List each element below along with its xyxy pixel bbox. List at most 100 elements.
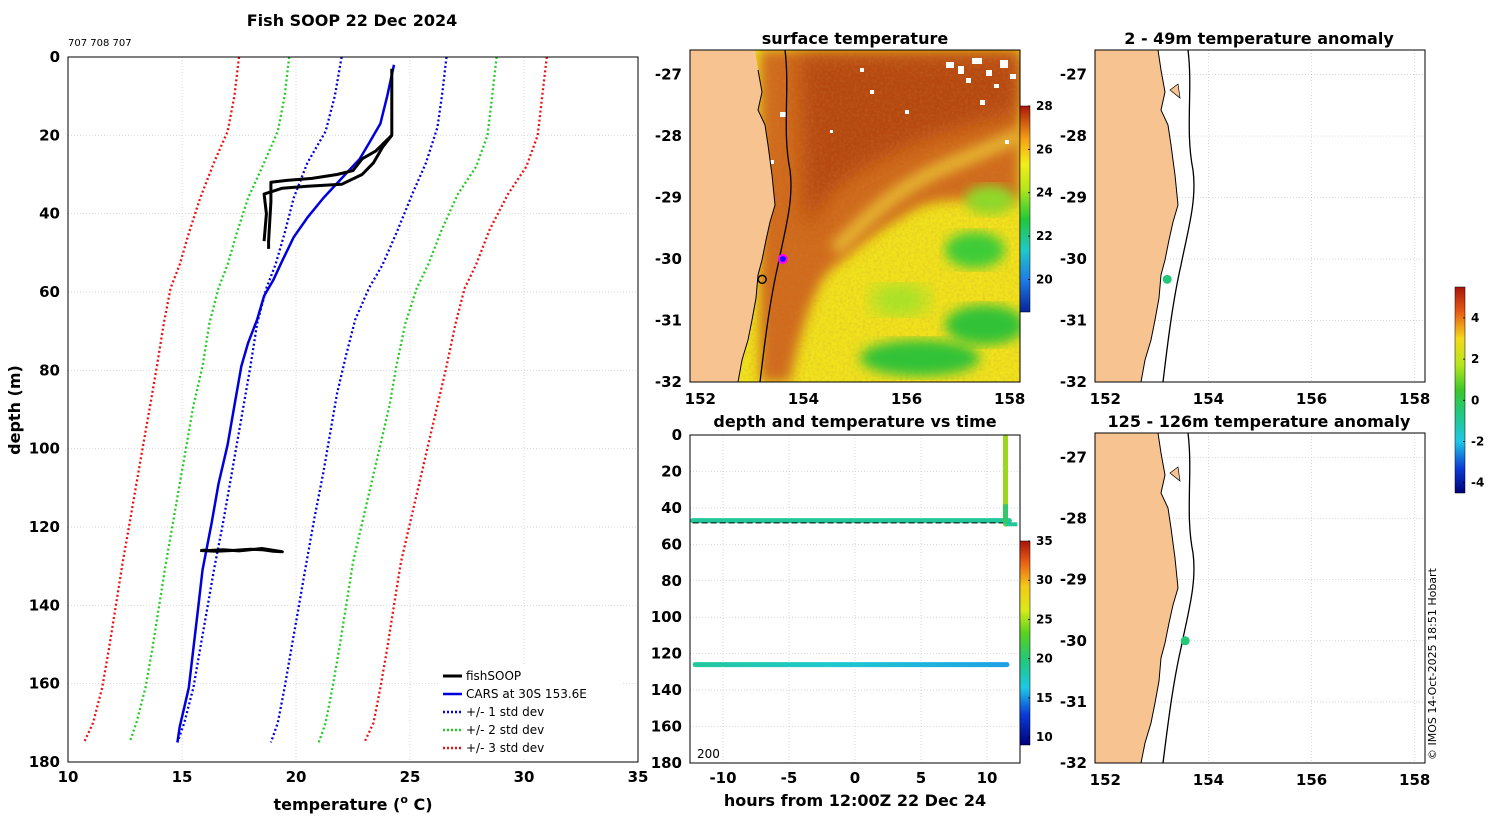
sst-marker-deployment	[777, 254, 788, 265]
profile-ytick: 180	[29, 753, 60, 771]
profile-xtick: 25	[400, 768, 421, 786]
anomaly-colorbar	[1454, 286, 1466, 494]
sst-cbticks-label: 24	[1036, 186, 1053, 200]
profile-chart: 10 15 20 25 30 35 0 20 40 60 80 100 120 140 160 180 te…	[5, 48, 648, 814]
dt-series-deep	[692, 662, 1010, 668]
dt-cbticks-label: 25	[1036, 612, 1053, 626]
sst-cbticks-label: 22	[1036, 229, 1053, 243]
dt-title: depth and temperature vs time	[713, 412, 996, 431]
dt-ytick: 160	[651, 718, 682, 736]
anom-cbticks-label: 2	[1471, 352, 1479, 366]
profile-series-1	[269, 56, 448, 743]
an1-ticks-xtick: 154	[1193, 390, 1224, 408]
dt-ytick: 140	[651, 681, 682, 699]
an2-title: 125 - 126m temperature anomaly	[1108, 412, 1411, 431]
profile-series-9	[200, 547, 284, 554]
profile-ytick: 100	[29, 440, 60, 458]
an2-ticks-xtick: 158	[1399, 771, 1430, 789]
an1-title: 2 - 49m temperature anomaly	[1124, 29, 1394, 48]
profile-legend: fishSOOP CARS at 30S 153.6E +/- 1 std de…	[438, 665, 623, 757]
an2-ticks-xtick: 154	[1193, 771, 1224, 789]
sst-ticks-ytick: -30	[655, 250, 682, 268]
dt-ytick: 20	[661, 462, 682, 480]
legend-label-std2: +/- 2 std dev	[466, 723, 544, 737]
sst-ticks-ytick: -31	[655, 312, 682, 330]
dt-xlabel: hours from 12:00Z 22 Dec 24	[724, 791, 986, 810]
dt-xtick: -10	[709, 769, 736, 787]
anomaly-map-deep: 125 - 126m temperature anomaly 152 154 156…	[1060, 412, 1430, 789]
dt-ytick: 120	[651, 645, 682, 663]
sst-colorbar	[1019, 105, 1031, 313]
an1-ticks-xtick: 156	[1296, 390, 1327, 408]
sst-ticks-xtick: 154	[788, 390, 819, 408]
anom-cbticks-label: -4	[1471, 476, 1484, 490]
an2-contour	[1162, 433, 1195, 763]
an1-ticks-ytick: -30	[1060, 250, 1087, 268]
profile-frame	[67, 56, 639, 763]
sst-cbticks-label: 26	[1036, 142, 1053, 156]
depth-time-chart: depth and temperature vs time -10 -5 0 5 100…	[651, 412, 1053, 810]
sst-contour	[759, 50, 792, 382]
profile-xtick: 20	[286, 768, 307, 786]
an1-ticks-ytick: -32	[1060, 373, 1087, 391]
profile-series-6	[82, 56, 241, 743]
sst-land	[690, 50, 775, 382]
dt-cbticks-label: 20	[1036, 652, 1053, 666]
sst-cbticks-label: 20	[1036, 272, 1053, 286]
an2-ticks-ytick: -30	[1060, 632, 1087, 650]
drop-ids: 707 708 707	[68, 38, 132, 49]
sst-field	[690, 50, 1020, 382]
profile-ytick: 80	[39, 361, 60, 379]
legend-label-std3: +/- 3 std dev	[466, 741, 544, 755]
sst-ticks-ytick: -28	[655, 127, 682, 145]
an1-ticks-ytick: -28	[1060, 127, 1087, 145]
sst-marker-port	[757, 274, 767, 285]
an1-ticks-ytick: -31	[1060, 312, 1087, 330]
dt-xtick: 10	[977, 769, 998, 787]
profile-series-2	[176, 56, 343, 743]
an1-contour	[1162, 50, 1195, 382]
dt-ytick: 0	[672, 426, 682, 444]
dt-ytick: 100	[651, 608, 682, 626]
an1-ticks-ytick: -27	[1060, 66, 1087, 84]
dt-cbticks-label: 30	[1036, 573, 1053, 587]
sst-ticks-ytick: -29	[655, 189, 682, 207]
dt-ytick: 80	[661, 572, 682, 590]
an1-ticks-xtick: 158	[1399, 390, 1430, 408]
an2-ticks-xtick: 156	[1296, 771, 1327, 789]
legend-label-fishsoop: fishSOOP	[466, 669, 521, 683]
sst-ticks-ytick: -27	[655, 66, 682, 84]
an1-point	[1162, 274, 1172, 284]
dt-xtick: -5	[781, 769, 798, 787]
legend-label-std1: +/- 1 std dev	[466, 705, 544, 719]
an2-ticks-ytick: -27	[1060, 448, 1087, 466]
profile-ytick: 140	[29, 596, 60, 614]
profile-series-8	[262, 134, 393, 242]
dt-cbticks-label: 10	[1036, 730, 1053, 744]
an2-ticks-ytick: -32	[1060, 754, 1087, 772]
an1-ticks-ytick: -29	[1060, 189, 1087, 207]
legend-label-cars: CARS at 30S 153.6E	[466, 687, 587, 701]
cloud-gaps	[770, 58, 1016, 164]
profile-ytick: 20	[39, 126, 60, 144]
an1-land	[1095, 50, 1179, 382]
profile-series-3	[317, 56, 498, 743]
dt-colorbar	[1019, 540, 1031, 746]
an2-ticks-ytick: -28	[1060, 510, 1087, 528]
profile-xtick: 15	[172, 768, 193, 786]
profile-ytick: 0	[50, 48, 60, 66]
sst-ticks-xtick: 156	[891, 390, 922, 408]
profile-ytick: 120	[29, 518, 60, 536]
an2-point	[1180, 636, 1190, 646]
profile-ytick: 60	[39, 283, 60, 301]
profile-xtick: 35	[628, 768, 649, 786]
dt-ytick: 40	[661, 499, 682, 517]
anom-cbticks-label: -2	[1471, 435, 1484, 449]
profile-series-7	[267, 68, 394, 249]
profile-ytick: 40	[39, 205, 60, 223]
sst-ticks-xtick: 158	[994, 390, 1025, 408]
profile-xtick: 10	[58, 768, 79, 786]
sst-ticks-xtick: 152	[685, 390, 716, 408]
copyright: © IMOS 14-Oct-2025 18:51 Hobart	[1426, 567, 1439, 760]
